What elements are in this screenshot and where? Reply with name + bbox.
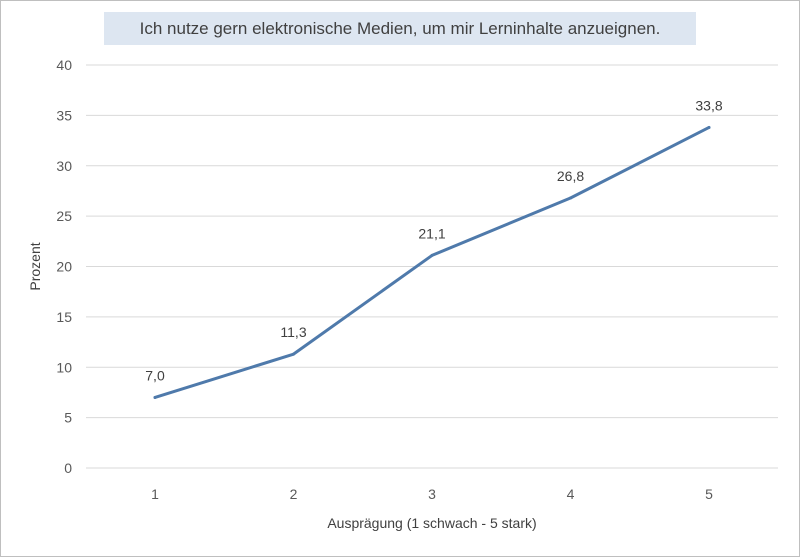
data-point [153,395,157,399]
data-label: 11,3 [280,324,306,340]
chart-title: Ich nutze gern elektronische Medien, um … [139,19,661,38]
data-point [707,125,711,129]
x-axis-title: Ausprägung (1 schwach - 5 stark) [327,515,536,531]
gridlines [86,64,778,469]
data-label: 33,8 [695,97,722,113]
y-tick-label: 0 [64,460,72,476]
y-tick-label: 40 [56,57,72,73]
data-label: 21,1 [418,225,445,241]
y-tick-label: 15 [56,309,72,325]
data-point [292,352,295,356]
x-tick-label: 2 [290,486,298,502]
x-tick-label: 4 [567,486,575,502]
x-tick-label: 5 [705,486,713,502]
y-tick-label: 25 [56,208,72,224]
x-tick-label: 1 [151,486,159,502]
chart-title-background [104,12,696,45]
x-tick-label: 3 [428,486,436,502]
y-tick-label: 30 [56,158,72,174]
y-axis-title: Prozent [27,242,43,290]
y-axis-ticks: 0 5 10 15 20 25 30 35 40 [56,57,72,476]
y-tick-label: 20 [56,259,72,275]
series-line [153,125,711,399]
y-tick-label: 10 [56,359,72,375]
y-tick-label: 35 [56,107,72,123]
data-label: 7,0 [145,367,165,383]
data-point [430,253,434,257]
series-line-group [153,125,711,399]
y-tick-label: 5 [64,410,72,426]
data-point [569,196,572,200]
data-labels: 7,0 11,3 21,1 26,8 33,8 [145,97,723,383]
x-axis-ticks: 1 2 3 4 5 [151,486,713,502]
data-label: 26,8 [557,168,584,184]
